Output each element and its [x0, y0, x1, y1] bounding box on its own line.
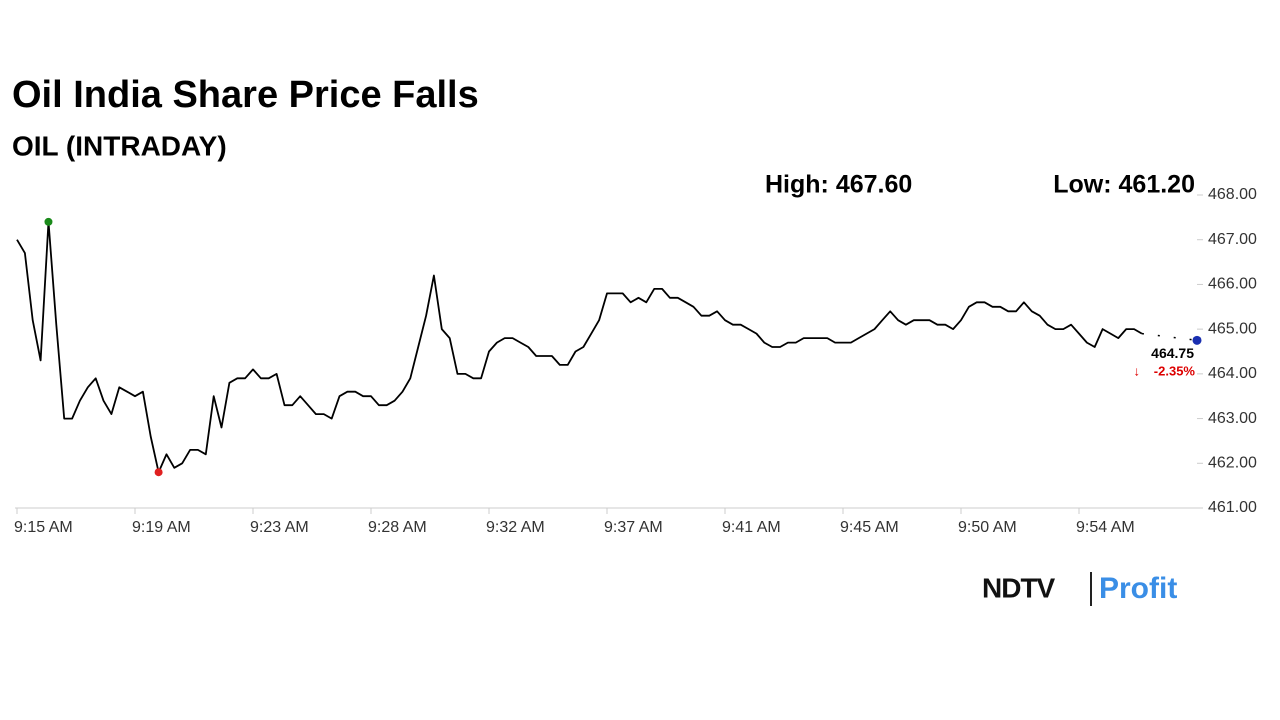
price-line [17, 222, 1197, 472]
high-annotation: High: 467.60 [765, 171, 912, 199]
x-tick-label: 9:45 AM [840, 519, 899, 536]
change-label: -2.35% [1154, 363, 1196, 378]
x-tick-label: 9:15 AM [14, 519, 73, 536]
x-tick-label: 9:50 AM [958, 519, 1017, 536]
x-tick-label: 9:37 AM [604, 519, 663, 536]
down-arrow: ↓ [1134, 363, 1141, 378]
x-tick-label: 9:41 AM [722, 519, 781, 536]
x-tick-label: 9:23 AM [250, 519, 309, 536]
logo-profit: Profit [1099, 572, 1177, 605]
x-tick-label: 9:28 AM [368, 519, 427, 536]
x-tick-label: 9:32 AM [486, 519, 545, 536]
y-tick-label: 465.00 [1208, 320, 1257, 337]
x-tick-label: 9:54 AM [1076, 519, 1135, 536]
y-tick-label: 463.00 [1208, 410, 1257, 427]
low-annotation: Low: 461.20 [1053, 171, 1195, 199]
chart-subtitle: OIL (INTRADAY) [12, 130, 227, 161]
y-tick-label: 466.00 [1208, 276, 1257, 293]
low-dot [154, 468, 163, 477]
last-dot [1192, 335, 1202, 345]
connector [1141, 332, 1198, 342]
x-tick-label: 9:19 AM [132, 519, 191, 536]
y-tick-label: 461.00 [1208, 499, 1257, 516]
y-tick-label: 464.00 [1208, 365, 1257, 382]
last-value-label: 464.75 [1151, 345, 1194, 361]
y-tick-label: 468.00 [1208, 186, 1257, 203]
logo-ndtv: NDTV [982, 572, 1056, 603]
y-tick-label: 462.00 [1208, 455, 1257, 472]
high-dot [44, 217, 53, 226]
chart-title: Oil India Share Price Falls [12, 74, 479, 116]
y-tick-label: 467.00 [1208, 231, 1257, 248]
